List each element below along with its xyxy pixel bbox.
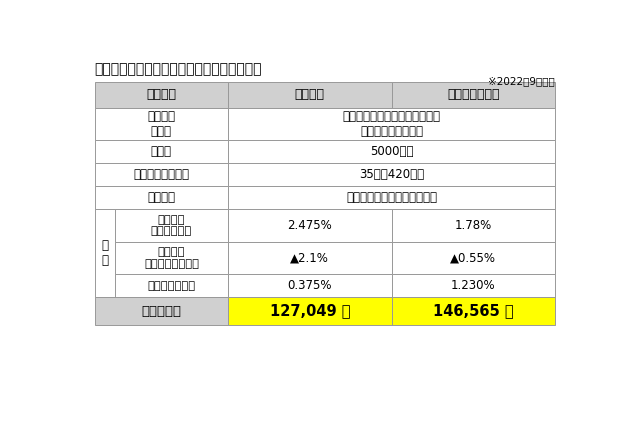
Text: ※2022年9月時点: ※2022年9月時点 <box>488 76 555 86</box>
Bar <box>392 274 555 297</box>
Text: 1.78%: 1.78% <box>455 219 492 232</box>
Bar <box>228 163 555 186</box>
Bar <box>392 82 555 108</box>
Bar <box>392 209 555 242</box>
Text: 0.375%: 0.375% <box>288 279 332 292</box>
Bar <box>228 209 392 242</box>
Bar <box>228 297 392 325</box>
Bar <box>94 163 228 186</box>
Bar <box>228 140 555 163</box>
Bar <box>392 242 555 274</box>
Bar <box>228 274 392 297</box>
Bar <box>94 82 228 108</box>
Bar <box>115 274 228 297</box>
Text: 1.230%: 1.230% <box>451 279 496 292</box>
Text: 借入額: 借入額 <box>151 145 172 158</box>
Bar <box>115 242 228 274</box>
Text: 返済方法: 返済方法 <box>147 191 176 204</box>
Bar <box>228 108 555 140</box>
Bar <box>94 140 228 163</box>
Text: 35年（420回）: 35年（420回） <box>359 168 424 181</box>
Bar <box>94 108 228 140</box>
Text: ▲0.55%: ▲0.55% <box>450 251 496 264</box>
Text: 2.475%: 2.475% <box>287 219 332 232</box>
Text: 最優遇幅
（金利の値引き）: 最優遇幅 （金利の値引き） <box>144 247 199 269</box>
Text: 基準金利
（店頭金利）: 基準金利 （店頭金利） <box>151 215 192 236</box>
Text: 金
利: 金 利 <box>101 239 108 267</box>
Text: 元利均等返済・月々返済のみ: 元利均等返済・月々返済のみ <box>346 191 437 204</box>
Bar <box>115 209 228 242</box>
Bar <box>228 186 555 209</box>
Text: 毎月返済額: 毎月返済額 <box>141 305 181 318</box>
Bar <box>94 209 115 297</box>
Text: 146,565 円: 146,565 円 <box>433 304 514 319</box>
Bar <box>94 186 228 209</box>
Bar <box>94 297 228 325</box>
Bar <box>392 297 555 325</box>
Text: ▲2.1%: ▲2.1% <box>290 251 329 264</box>
Text: 【住宅ローン　金利比較シミュレーション】: 【住宅ローン 金利比較シミュレーション】 <box>94 62 262 76</box>
Text: 返済年数（回数）: 返済年数（回数） <box>133 168 190 181</box>
Text: 変動金利: 変動金利 <box>295 88 325 101</box>
Text: みずほ銀行　ネット住宅ローン
ローン取扱手数料型: みずほ銀行 ネット住宅ローン ローン取扱手数料型 <box>342 110 441 138</box>
Text: 金融機関
商品名: 金融機関 商品名 <box>147 110 176 138</box>
Text: 127,049 円: 127,049 円 <box>269 304 350 319</box>
Text: 最優遇後の金利: 最優遇後の金利 <box>148 280 195 291</box>
Text: 全期間固定金利: 全期間固定金利 <box>447 88 500 101</box>
Bar <box>228 82 392 108</box>
Bar <box>228 242 392 274</box>
Text: 金利種類: 金利種類 <box>146 88 176 101</box>
Text: 5000万円: 5000万円 <box>370 145 413 158</box>
